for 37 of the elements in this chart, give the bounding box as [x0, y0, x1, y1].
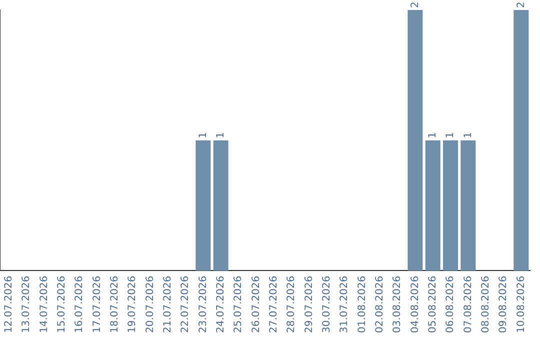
data-label: 1: [462, 132, 474, 138]
x-tick-label: 10.08.2026: [516, 276, 527, 334]
data-label: 1: [427, 132, 438, 138]
x-tick-label: 17.07.2026: [92, 276, 103, 334]
x-tick-label: 19.07.2026: [127, 276, 138, 334]
x-tick-label: 23.07.2026: [198, 276, 209, 334]
x-tick-label: 22.07.2026: [180, 276, 192, 334]
data-label: 1: [198, 132, 209, 138]
x-tick-label: 05.08.2026: [427, 276, 438, 334]
x-tick-label: 20.07.2026: [144, 276, 156, 334]
x-tick-label: 12.07.2026: [3, 276, 14, 334]
x-tick-label: 07.08.2026: [462, 276, 474, 334]
x-tick-label: 26.07.2026: [250, 276, 262, 334]
x-tick-label: 14.07.2026: [38, 276, 50, 334]
data-label: 2: [516, 2, 527, 8]
data-label: 2: [410, 2, 421, 8]
x-tick-label: 15.07.2026: [56, 276, 68, 334]
x-tick-label: 28.07.2026: [286, 276, 298, 334]
x-tick-label: 21.07.2026: [162, 276, 174, 334]
x-tick-label: 09.08.2026: [498, 276, 510, 334]
data-label: 1: [215, 132, 226, 138]
x-tick-label: 01.08.2026: [356, 276, 368, 334]
x-tick-label: 13.07.2026: [21, 276, 32, 334]
data-label: 1: [445, 132, 456, 138]
x-tick-label: 24.07.2026: [215, 276, 226, 334]
x-tick-label: 18.07.2026: [109, 276, 120, 334]
x-tick-label: 25.07.2026: [233, 276, 244, 334]
x-tick-label: 08.08.2026: [480, 276, 492, 334]
x-tick-label: 16.07.2026: [74, 276, 86, 334]
x-tick-label: 06.08.2026: [445, 276, 456, 334]
x-tick-label: 04.08.2026: [410, 276, 421, 334]
x-tick-label: 30.07.2026: [321, 276, 332, 334]
x-tick-label: 31.07.2026: [339, 276, 350, 334]
x-tick-label: 03.08.2026: [392, 276, 404, 334]
x-tick-label: 27.07.2026: [268, 276, 280, 334]
x-tick-label: 29.07.2026: [304, 276, 315, 334]
x-tick-label: 02.08.2026: [374, 276, 386, 334]
